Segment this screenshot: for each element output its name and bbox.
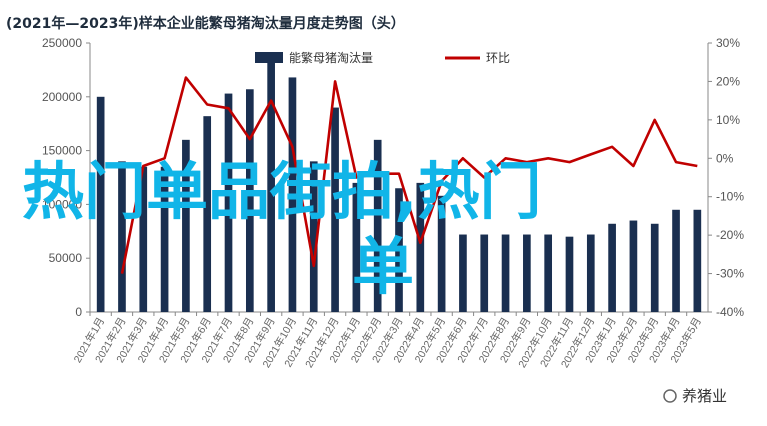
overlay-text-line-1: 热门单品街拍,热门 [22, 155, 542, 228]
bar [693, 209, 702, 312]
right-tick-label: -30% [716, 267, 744, 281]
bar [437, 195, 446, 312]
right-tick-label: -10% [716, 190, 744, 204]
bar [459, 234, 467, 312]
bar [267, 61, 275, 313]
bar [373, 139, 382, 312]
bar [182, 139, 190, 312]
bar [672, 209, 680, 312]
x-tick-labels: 2021年1月2021年2月2021年3月2021年4月2021年5月2021年… [71, 312, 704, 370]
bar [96, 96, 105, 312]
watermark: 养猪业 [663, 387, 727, 405]
bar [245, 89, 254, 312]
bar [629, 220, 638, 312]
bar [331, 107, 339, 312]
bar [395, 188, 403, 312]
overlay-text-line-2: 单 [352, 230, 414, 303]
bar [224, 93, 233, 313]
axes: 0 50000 100000 150000 200000 250000 -40% -30% -2… [42, 36, 744, 319]
legend-bar-label: 能繁母猪淘汰量 [289, 50, 373, 65]
right-tick-label: 30% [716, 36, 740, 50]
watermark-text: 养猪业 [682, 387, 727, 405]
bar [416, 182, 425, 312]
bar [309, 161, 318, 312]
watermark-logo-icon [663, 389, 677, 403]
bar-series [96, 61, 702, 313]
bar [586, 234, 595, 312]
right-tick-label: -40% [716, 305, 744, 319]
left-tick-label: 250000 [42, 36, 82, 50]
mom-change-line [120, 76, 698, 274]
left-tick-label: 100000 [42, 197, 82, 211]
right-tick-label: 10% [716, 113, 740, 127]
bar [608, 223, 616, 312]
left-tick-label: 50000 [49, 251, 83, 265]
line-series [120, 76, 698, 274]
right-tick-label: -20% [716, 228, 744, 242]
bar [352, 182, 361, 312]
bar [203, 116, 212, 312]
left-tick-label: 0 [75, 305, 82, 319]
chart-title: (2021年—2023年)样本企业能繁母猪淘汰量月度走势图（头） [6, 15, 405, 32]
legend: 能繁母猪淘汰量 环比 [255, 50, 510, 65]
bar [160, 166, 169, 312]
right-tick-label: 20% [716, 74, 740, 88]
bar [565, 236, 574, 312]
left-tick-label: 200000 [42, 90, 82, 104]
overlay-caption: 热门单品街拍,热门 单 [22, 155, 542, 303]
bar [139, 166, 148, 312]
bar [118, 161, 126, 312]
legend-line-label: 环比 [486, 51, 510, 65]
bar [480, 234, 489, 312]
left-tick-label: 150000 [42, 144, 82, 158]
bar [650, 223, 659, 312]
bar [523, 234, 531, 312]
bar [288, 77, 297, 312]
right-tick-label: 0% [716, 151, 734, 165]
bar [501, 234, 510, 312]
bar [544, 234, 553, 312]
legend-bar-swatch [255, 52, 283, 63]
